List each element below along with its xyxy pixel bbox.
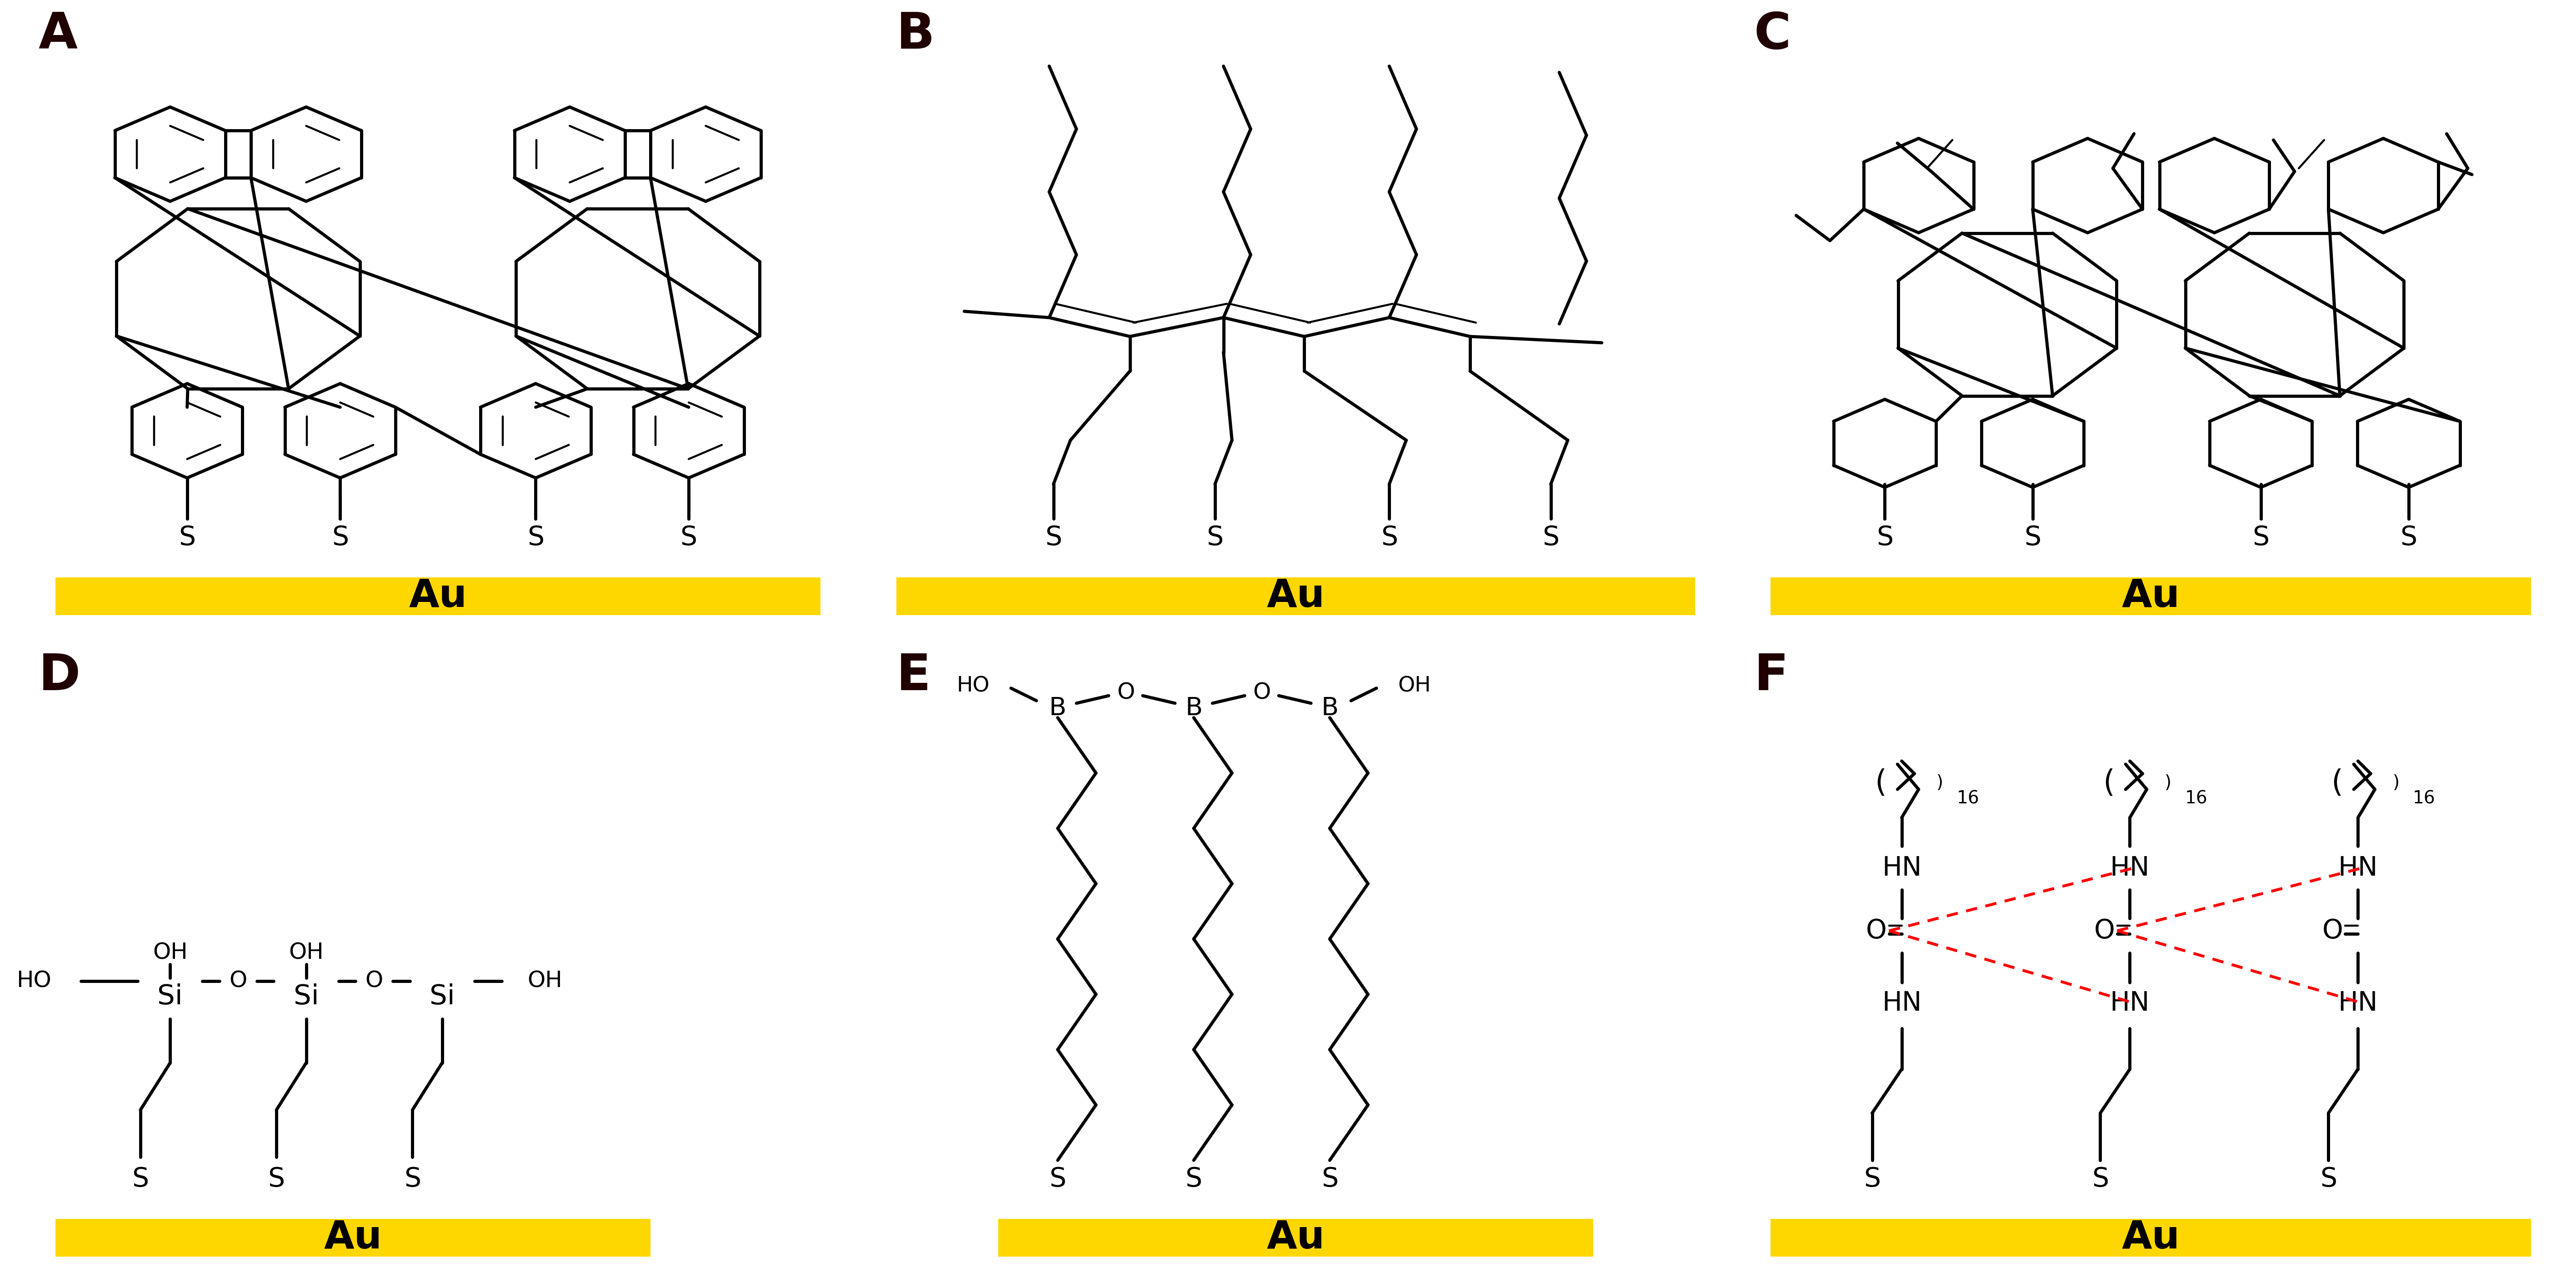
Text: HN: HN bbox=[2110, 854, 2151, 881]
Text: Si: Si bbox=[430, 983, 456, 1010]
Text: S: S bbox=[2092, 1166, 2110, 1192]
Text: (: ( bbox=[2331, 769, 2342, 798]
Text: HO: HO bbox=[956, 676, 989, 697]
Text: S: S bbox=[1206, 525, 1224, 550]
Text: Si: Si bbox=[157, 983, 183, 1010]
Text: F: F bbox=[1754, 652, 1788, 701]
Text: 16: 16 bbox=[2414, 790, 2434, 807]
Bar bbox=[57, 577, 822, 615]
Text: O: O bbox=[1118, 681, 1133, 703]
Text: OH: OH bbox=[152, 942, 188, 964]
Text: HN: HN bbox=[2339, 990, 2378, 1016]
Text: HO: HO bbox=[15, 970, 52, 992]
Text: S: S bbox=[1048, 1166, 1066, 1192]
Text: D: D bbox=[39, 652, 80, 701]
Text: (: ( bbox=[2102, 769, 2115, 798]
Text: Au: Au bbox=[1267, 577, 1324, 615]
Text: B: B bbox=[896, 10, 935, 59]
Text: HN: HN bbox=[2110, 990, 2151, 1016]
Text: ): ) bbox=[1937, 775, 1942, 792]
Text: OH: OH bbox=[1399, 676, 1430, 697]
Text: Si: Si bbox=[294, 983, 319, 1010]
Text: HN: HN bbox=[1883, 990, 1922, 1016]
Text: ): ) bbox=[2393, 775, 2398, 792]
Text: 16: 16 bbox=[1958, 790, 1978, 807]
Text: S: S bbox=[1321, 1166, 1337, 1192]
Text: B: B bbox=[1048, 695, 1066, 721]
Text: S: S bbox=[680, 525, 698, 550]
Text: S: S bbox=[1862, 1166, 1880, 1192]
Text: S: S bbox=[1543, 525, 1558, 550]
Bar bbox=[1770, 1219, 2532, 1256]
Text: A: A bbox=[39, 10, 77, 59]
Text: S: S bbox=[131, 1166, 149, 1192]
Text: B: B bbox=[1321, 695, 1340, 721]
Text: O: O bbox=[2094, 917, 2115, 944]
Text: OH: OH bbox=[528, 970, 562, 992]
Text: S: S bbox=[2321, 1166, 2336, 1192]
Text: S: S bbox=[268, 1166, 286, 1192]
Text: HN: HN bbox=[2339, 854, 2378, 881]
Text: O: O bbox=[366, 970, 384, 992]
Text: S: S bbox=[528, 525, 544, 550]
Text: B: B bbox=[1185, 695, 1203, 721]
Text: S: S bbox=[1185, 1166, 1203, 1192]
Text: (: ( bbox=[1875, 769, 1886, 798]
Bar bbox=[57, 1219, 652, 1256]
Text: Au: Au bbox=[2123, 1219, 2179, 1256]
Bar bbox=[896, 577, 1695, 615]
Text: S: S bbox=[332, 525, 348, 550]
Text: O: O bbox=[2321, 917, 2344, 944]
Text: HN: HN bbox=[1883, 854, 1922, 881]
Text: Au: Au bbox=[410, 577, 466, 615]
Text: E: E bbox=[896, 652, 930, 701]
Text: S: S bbox=[178, 525, 196, 550]
Text: Au: Au bbox=[325, 1219, 381, 1256]
Text: O: O bbox=[1865, 917, 1886, 944]
Text: O: O bbox=[229, 970, 247, 992]
Text: S: S bbox=[2401, 525, 2416, 550]
Text: S: S bbox=[2025, 525, 2040, 550]
Text: Au: Au bbox=[2123, 577, 2179, 615]
Text: C: C bbox=[1754, 10, 1790, 59]
Text: Au: Au bbox=[1267, 1219, 1324, 1256]
Text: OH: OH bbox=[289, 942, 325, 964]
Bar bbox=[999, 1219, 1592, 1256]
Text: S: S bbox=[2251, 525, 2269, 550]
Bar bbox=[1770, 577, 2532, 615]
Text: O: O bbox=[1252, 681, 1270, 703]
Text: S: S bbox=[1046, 525, 1061, 550]
Text: S: S bbox=[1381, 525, 1399, 550]
Text: ): ) bbox=[2164, 775, 2172, 792]
Text: 16: 16 bbox=[2184, 790, 2208, 807]
Text: S: S bbox=[404, 1166, 420, 1192]
Text: S: S bbox=[1875, 525, 1893, 550]
